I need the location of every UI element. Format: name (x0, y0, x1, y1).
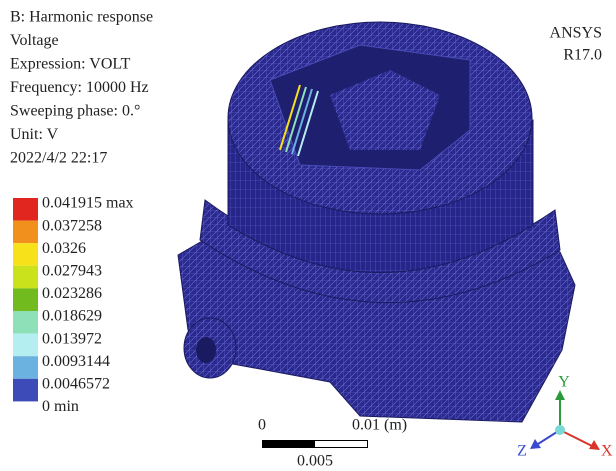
scale-start: 0 (258, 417, 266, 434)
scale-end: 0.01 (m) (352, 417, 407, 434)
brand-line: ANSYS (550, 25, 602, 42)
legend-swatch (13, 266, 38, 289)
header: B: Harmonic response Voltage Expression: V… (10, 9, 153, 167)
legend-swatch (13, 379, 38, 402)
header-line: B: Harmonic response (10, 9, 153, 26)
model (178, 22, 575, 422)
triad-x: X (601, 443, 613, 460)
legend-swatch (13, 198, 38, 221)
legend-swatch (13, 288, 38, 311)
legend-swatch (13, 221, 38, 244)
screenshot: 0 0.01 (m) 0.005 Y X Z B: Harmonic respo… (0, 0, 616, 471)
legend-label: 0.0046572 (42, 375, 110, 392)
legend-label: 0.037258 (42, 217, 102, 234)
scale-middle: 0.005 (297, 453, 333, 470)
triad-z: Z (517, 443, 527, 460)
legend: 0.041915 max 0.037258 0.0326 0.027943 0.0232… (13, 195, 134, 415)
header-line: 2022/4/2 22:17 (10, 150, 107, 167)
legend-label: 0.013972 (42, 330, 102, 347)
brand-line: R17.0 (563, 47, 602, 64)
legend-label: 0.023286 (42, 285, 102, 302)
legend-label: 0.0093144 (42, 353, 110, 370)
legend-swatch (13, 243, 38, 266)
legend-swatch (13, 311, 38, 334)
legend-label: 0.027943 (42, 262, 102, 279)
legend-label: 0.018629 (42, 308, 102, 325)
legend-label: 0 min (42, 398, 79, 415)
header-line: Expression: VOLT (10, 56, 131, 73)
legend-swatch (13, 334, 38, 357)
legend-label: 0.0326 (42, 240, 86, 257)
brand: ANSYS R17.0 (550, 25, 602, 64)
legend-label: 0.041915 max (42, 195, 134, 212)
header-line: Sweeping phase: 0.° (10, 103, 140, 120)
model-port-hole (196, 337, 216, 363)
triad-y: Y (558, 374, 570, 391)
header-line: Frequency: 10000 Hz (10, 79, 149, 96)
header-line: Voltage (10, 32, 59, 49)
legend-swatch (13, 356, 38, 379)
header-line: Unit: V (10, 126, 59, 143)
